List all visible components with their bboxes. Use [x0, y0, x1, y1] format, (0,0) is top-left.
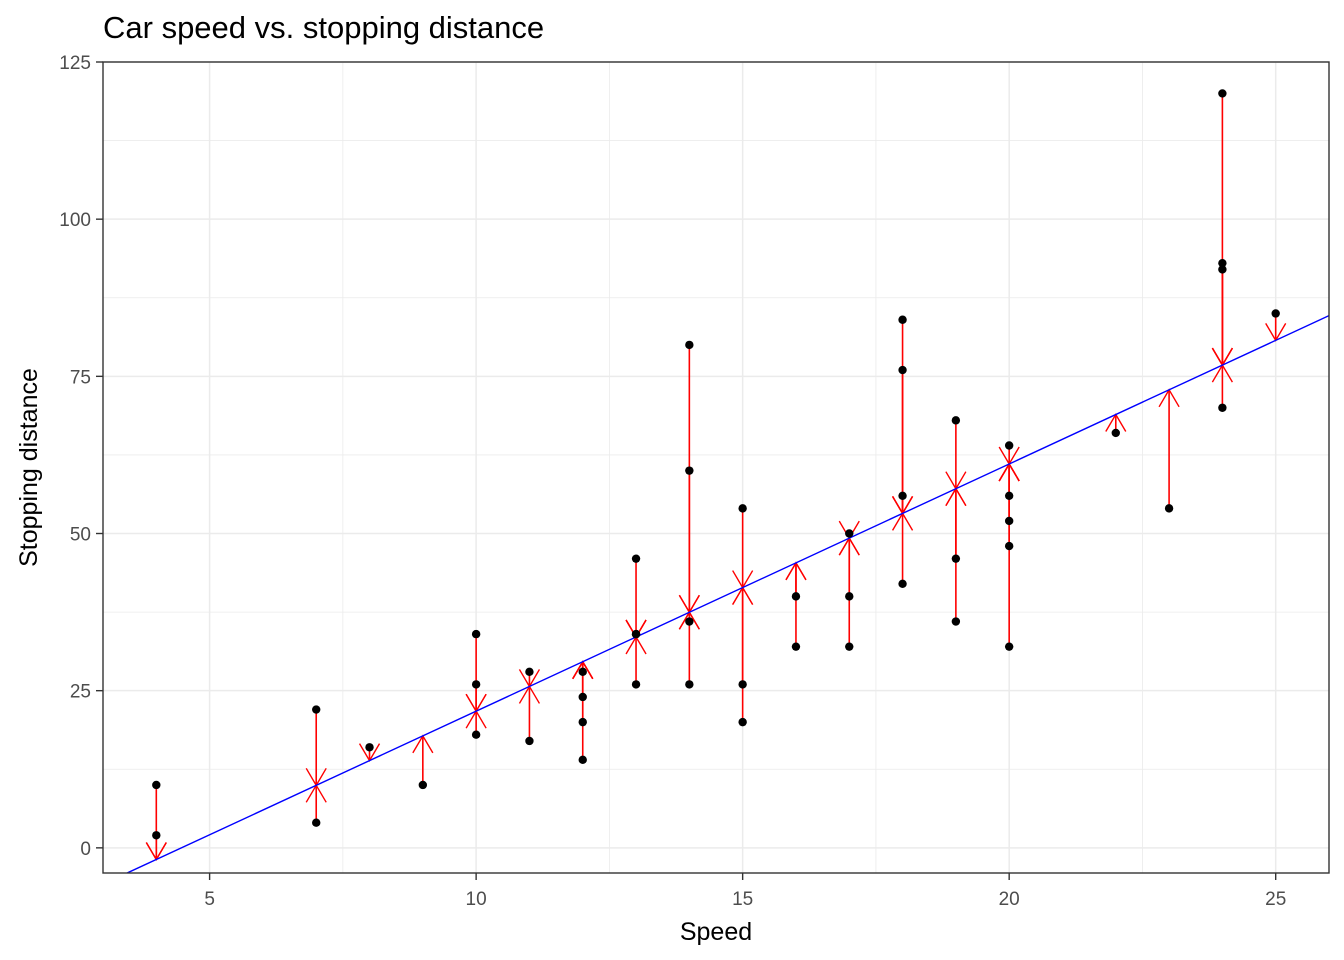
y-tick-label: 0 [80, 839, 91, 860]
data-point [312, 705, 321, 714]
x-axis: 5 10 15 20 25 [204, 873, 1286, 910]
x-tick-label: 5 [204, 889, 215, 910]
data-point [1004, 441, 1014, 450]
residual-arrow [838, 536, 860, 597]
residual-arrow [305, 783, 327, 823]
residual-arrow [1158, 388, 1180, 509]
chart-title: Car speed vs. stopping distance [103, 10, 545, 45]
data-point [845, 529, 854, 538]
data-point [631, 554, 641, 563]
residual-arrow [732, 586, 754, 685]
residual-arrow [1211, 93, 1233, 367]
x-tick-label: 10 [466, 889, 487, 910]
residual-arrow [412, 734, 434, 785]
data-point [1004, 491, 1014, 500]
data-point [738, 717, 747, 727]
data-point [951, 416, 961, 425]
data-point [525, 736, 534, 746]
regression-line [125, 315, 1329, 873]
data-point [1004, 642, 1014, 651]
x-tick-label: 15 [732, 889, 753, 910]
data-point [152, 780, 161, 790]
data-point [685, 340, 694, 350]
y-tick-label: 125 [59, 53, 91, 74]
data-point [471, 730, 481, 739]
residual-arrow [625, 558, 647, 639]
data-point [471, 680, 481, 689]
data-point [685, 466, 694, 475]
data-points [152, 89, 1280, 840]
data-point [1218, 265, 1227, 274]
data-point [791, 642, 801, 651]
y-tick-label: 100 [59, 210, 91, 231]
data-point [1218, 89, 1227, 98]
data-point [685, 680, 694, 689]
y-tick-label: 75 [70, 367, 91, 388]
data-point [951, 617, 961, 626]
data-point [578, 717, 587, 727]
data-point [631, 680, 641, 689]
data-point [685, 617, 694, 626]
data-point [1218, 403, 1227, 412]
residual-arrow [305, 709, 327, 787]
data-point [1111, 428, 1120, 438]
residual-arrow [145, 784, 167, 861]
minor-gridlines [103, 62, 1329, 873]
residual-arrow [998, 462, 1020, 496]
residual-arrow [891, 512, 914, 584]
data-point [471, 629, 481, 639]
y-tick-label: 50 [70, 525, 91, 546]
data-point [525, 667, 534, 677]
data-point [1004, 516, 1014, 526]
x-tick-label: 20 [999, 889, 1020, 910]
data-point [898, 315, 907, 324]
data-point [365, 743, 374, 752]
residual-arrow [1211, 363, 1233, 408]
residual-arrow [625, 635, 647, 685]
data-point [578, 755, 587, 765]
data-point [1271, 309, 1280, 318]
regression-line-group [125, 315, 1329, 873]
x-axis-title: Speed [680, 918, 752, 946]
data-point [578, 692, 587, 702]
residual-arrow [945, 487, 967, 559]
residual-arrow [945, 420, 967, 491]
residual-arrow [518, 685, 541, 741]
y-axis-title: Stopping distance [15, 368, 43, 567]
data-point [845, 592, 854, 601]
x-tick-label: 25 [1265, 889, 1286, 910]
residual-arrow [785, 561, 807, 597]
data-point [152, 831, 161, 840]
data-point [418, 780, 428, 790]
major-gridlines [103, 61, 1329, 873]
y-axis: 0 25 50 75 100 125 [59, 53, 103, 860]
data-point [845, 642, 854, 651]
panel-border [102, 61, 1330, 874]
data-point [791, 592, 801, 601]
data-point [1004, 541, 1014, 551]
data-point [578, 667, 587, 677]
data-point [898, 579, 907, 589]
y-tick-label: 25 [70, 682, 91, 703]
data-point [738, 504, 747, 513]
data-point [951, 554, 961, 563]
data-point [1164, 504, 1174, 513]
data-point [631, 629, 641, 639]
data-point [312, 818, 321, 827]
data-point [898, 491, 907, 500]
residual-arrows [145, 93, 1287, 861]
residual-arrow [732, 508, 754, 589]
data-point [738, 680, 747, 689]
data-point [898, 365, 907, 375]
residual-arrow [465, 634, 487, 713]
residual-arrow [891, 319, 914, 515]
residual-arrow [678, 344, 700, 614]
data-point [1218, 258, 1227, 268]
